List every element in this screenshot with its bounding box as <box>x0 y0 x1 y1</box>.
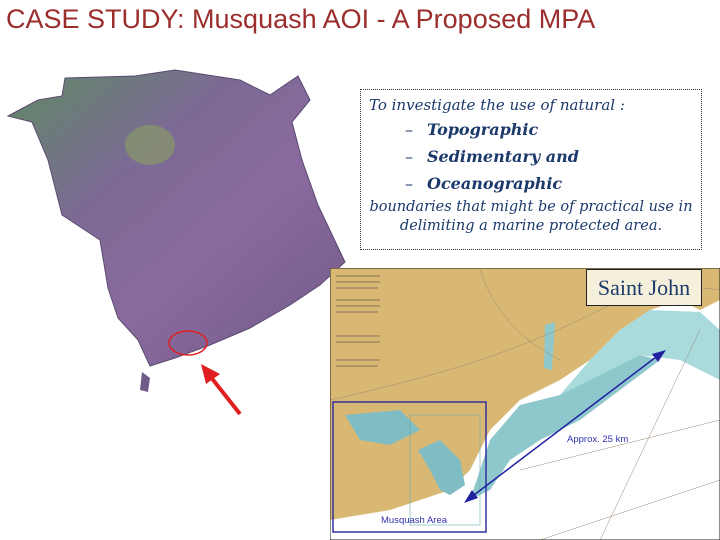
objective-label: Topographic <box>427 120 539 139</box>
inner-inset-frame <box>409 414 481 526</box>
nautical-chart-image <box>330 268 720 540</box>
highland-relief <box>125 125 175 165</box>
chart-roads-and-grid <box>330 269 720 540</box>
objective-label: Sedimentary and <box>427 147 579 166</box>
outro-line: delimiting a marine protected area. <box>399 218 663 234</box>
musquash-highlight-circle <box>168 330 208 356</box>
objective-oceanographic: – Oceanographic <box>405 174 562 193</box>
bullet-dash: – <box>405 174 413 193</box>
musquash-area-label: Musquash Area <box>381 515 448 526</box>
bullet-dash: – <box>405 147 413 166</box>
bullet-dash: – <box>405 120 413 139</box>
outro-line: boundaries that might be of practical us… <box>369 199 693 215</box>
arrow-head-icon <box>652 350 666 362</box>
river-channel <box>544 322 555 370</box>
objectives-textbox: To investigate the use of natural : – Top… <box>360 89 702 250</box>
objective-topographic: – Topographic <box>405 120 538 139</box>
musquash-bay <box>418 440 465 495</box>
island <box>140 372 150 392</box>
red-arrow-icon <box>208 374 242 416</box>
province-landmass <box>6 69 346 367</box>
objective-label: Oceanographic <box>427 174 563 193</box>
shallow-water <box>560 310 720 395</box>
red-arrow-head-icon <box>201 364 220 384</box>
saint-john-label: Saint John <box>586 269 702 306</box>
intro-text: To investigate the use of natural : <box>369 96 625 114</box>
distance-arrow <box>469 353 661 499</box>
outro-text: boundaries that might be of practical us… <box>361 198 701 236</box>
slide-title: CASE STUDY: Musquash AOI - A Proposed MP… <box>6 4 596 34</box>
coastal-water <box>470 355 660 500</box>
inland-lake <box>345 410 420 445</box>
musquash-inset-frame <box>332 401 487 533</box>
distance-label: Approx. 25 km <box>567 434 629 445</box>
arrow-head-icon <box>464 490 478 503</box>
chart-legend-block <box>332 270 384 380</box>
chart-legend-text-lines <box>336 275 380 367</box>
new-brunswick-relief-map <box>6 69 346 416</box>
objective-sedimentary: – Sedimentary and <box>405 147 579 166</box>
